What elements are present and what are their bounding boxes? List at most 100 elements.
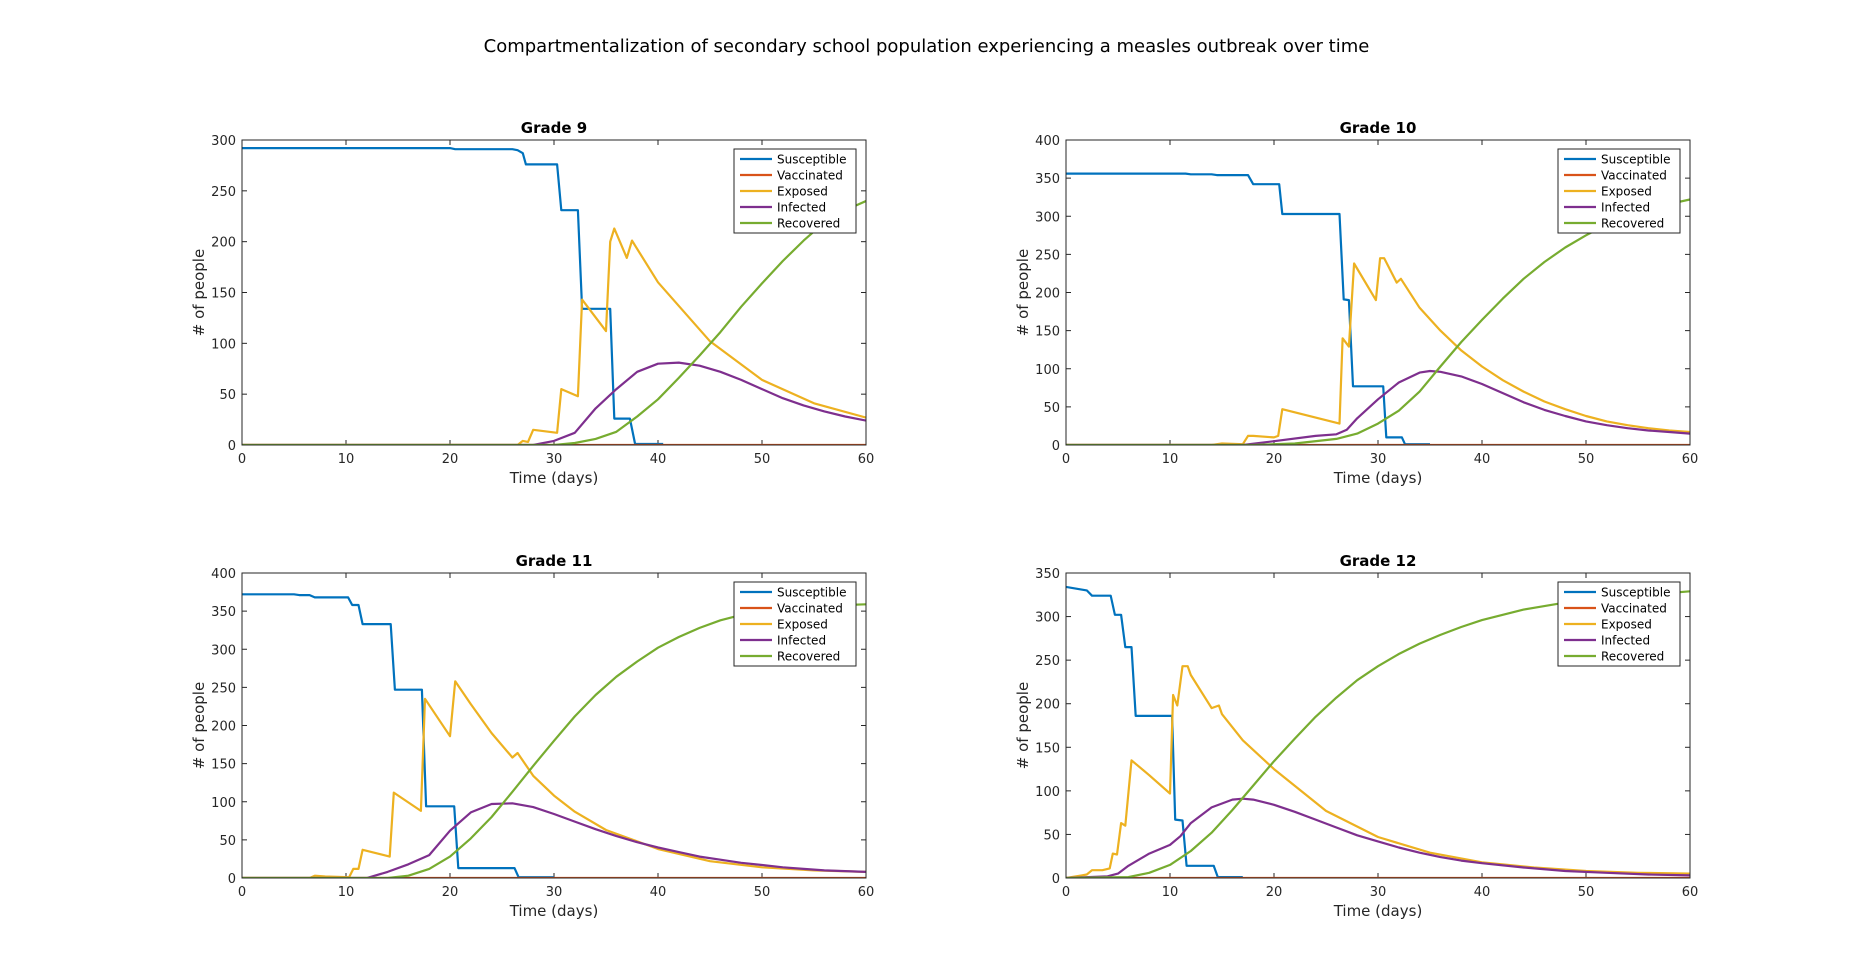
y-tick-label: 50 — [219, 388, 236, 403]
legend-label-exposed: Exposed — [777, 618, 828, 632]
y-tick-label: 100 — [211, 337, 236, 352]
x-axis-label: Time (days) — [509, 902, 599, 920]
x-axis-label: Time (days) — [1333, 469, 1423, 487]
y-tick-label: 250 — [211, 681, 236, 696]
subplot-grade-11: 0 10 20 30 40 50 60 0 50 100 150 200 250 300 350 400 Gra… — [190, 552, 874, 920]
legend-label-recovered: Recovered — [777, 650, 840, 664]
series-line-exposed — [242, 227, 866, 445]
legend-label-recovered: Recovered — [777, 217, 840, 231]
y-tick-label: 350 — [1035, 567, 1060, 582]
figure-title: Compartmentalization of secondary school… — [483, 36, 1370, 57]
y-tick-label: 100 — [211, 796, 236, 811]
x-tick-label: 50 — [754, 885, 771, 900]
subplot-title: Grade 9 — [521, 119, 587, 137]
x-tick-label: 0 — [238, 452, 246, 467]
x-tick-label: 40 — [1474, 452, 1491, 467]
x-tick-label: 0 — [1062, 452, 1070, 467]
x-tick-label: 50 — [1578, 885, 1595, 900]
legend-label-susceptible: Susceptible — [777, 586, 846, 600]
x-tick-label: 30 — [546, 452, 563, 467]
y-tick-label: 0 — [1052, 439, 1060, 454]
legend-label-exposed: Exposed — [777, 185, 828, 199]
x-tick-label: 50 — [1578, 452, 1595, 467]
x-tick-label: 40 — [650, 885, 667, 900]
y-tick-label: 250 — [1035, 654, 1060, 669]
series-line-susceptible — [242, 147, 664, 445]
y-tick-label: 250 — [211, 185, 236, 200]
legend: Susceptible Vaccinated Exposed Infected Reco… — [1557, 581, 1681, 667]
legend-label-vaccinated: Vaccinated — [777, 169, 843, 183]
x-tick-label: 10 — [1162, 452, 1179, 467]
x-tick-label: 0 — [1062, 885, 1070, 900]
y-tick-label: 300 — [1035, 611, 1060, 626]
y-tick-label: 50 — [219, 834, 236, 849]
legend-label-exposed: Exposed — [1601, 618, 1652, 632]
y-tick-label: 50 — [1043, 828, 1060, 843]
series-line-infected — [242, 802, 866, 878]
y-tick-label: 0 — [228, 872, 236, 887]
x-axis-label: Time (days) — [1333, 902, 1423, 920]
series-line-susceptible — [242, 593, 554, 878]
x-axis-label: Time (days) — [509, 469, 599, 487]
series-line-susceptible — [1066, 172, 1430, 445]
series-line-exposed — [1066, 257, 1690, 445]
y-tick-label: 300 — [1035, 210, 1060, 225]
x-tick-label: 60 — [858, 885, 875, 900]
y-tick-label: 250 — [1035, 248, 1060, 263]
x-tick-label: 30 — [1370, 885, 1387, 900]
y-axis-label: # of people — [190, 682, 208, 769]
legend-label-infected: Infected — [777, 201, 826, 215]
x-tick-label: 30 — [1370, 452, 1387, 467]
y-axis-label: # of people — [1014, 682, 1032, 769]
series-line-infected — [1066, 797, 1690, 878]
x-tick-label: 20 — [1266, 885, 1283, 900]
legend-label-recovered: Recovered — [1601, 650, 1664, 664]
legend-label-vaccinated: Vaccinated — [1601, 602, 1667, 616]
legend-label-infected: Infected — [1601, 634, 1650, 648]
x-tick-label: 40 — [1474, 885, 1491, 900]
x-tick-label: 20 — [442, 885, 459, 900]
x-tick-label: 60 — [858, 452, 875, 467]
y-tick-label: 100 — [1035, 785, 1060, 800]
y-tick-label: 150 — [211, 758, 236, 773]
x-tick-label: 10 — [1162, 885, 1179, 900]
y-tick-label: 0 — [1052, 872, 1060, 887]
x-tick-label: 20 — [1266, 452, 1283, 467]
x-tick-label: 10 — [338, 885, 355, 900]
y-tick-label: 150 — [1035, 741, 1060, 756]
y-tick-label: 0 — [228, 439, 236, 454]
y-tick-label: 400 — [211, 567, 236, 582]
axes-frame — [241, 139, 867, 446]
x-tick-label: 50 — [754, 452, 771, 467]
y-tick-label: 50 — [1043, 401, 1060, 416]
y-tick-label: 150 — [1035, 325, 1060, 340]
legend: Susceptible Vaccinated Exposed Infected Reco… — [733, 148, 857, 234]
subplot-title: Grade 12 — [1340, 552, 1417, 570]
y-tick-label: 200 — [211, 720, 236, 735]
subplot-grade-10: 0 10 20 30 40 50 60 0 50 100 150 200 250 300 350 400 Gra… — [1014, 119, 1698, 487]
x-tick-label: 60 — [1682, 885, 1699, 900]
legend-label-susceptible: Susceptible — [1601, 153, 1670, 167]
axes-frame — [241, 572, 867, 879]
legend-label-infected: Infected — [1601, 201, 1650, 215]
series-line-susceptible — [1066, 585, 1243, 878]
legend-label-susceptible: Susceptible — [777, 153, 846, 167]
subplot-grade-9: 0 10 20 30 40 50 60 0 50 100 150 200 250 300 Grade 9 Ti… — [190, 119, 874, 487]
y-tick-label: 350 — [211, 605, 236, 620]
y-tick-label: 350 — [1035, 172, 1060, 187]
y-axis-label: # of people — [190, 249, 208, 336]
x-tick-label: 60 — [1682, 452, 1699, 467]
y-tick-label: 200 — [1035, 287, 1060, 302]
series-line-exposed — [1066, 665, 1690, 878]
y-tick-label: 400 — [1035, 134, 1060, 149]
subplot-grade-12: 0 10 20 30 40 50 60 0 50 100 150 200 250 300 350 Grade … — [1014, 552, 1698, 920]
y-tick-label: 200 — [1035, 698, 1060, 713]
legend-label-vaccinated: Vaccinated — [777, 602, 843, 616]
x-tick-label: 40 — [650, 452, 667, 467]
x-tick-label: 30 — [546, 885, 563, 900]
y-tick-label: 100 — [1035, 363, 1060, 378]
legend-label-exposed: Exposed — [1601, 185, 1652, 199]
y-tick-label: 300 — [211, 643, 236, 658]
y-axis-label: # of people — [1014, 249, 1032, 336]
